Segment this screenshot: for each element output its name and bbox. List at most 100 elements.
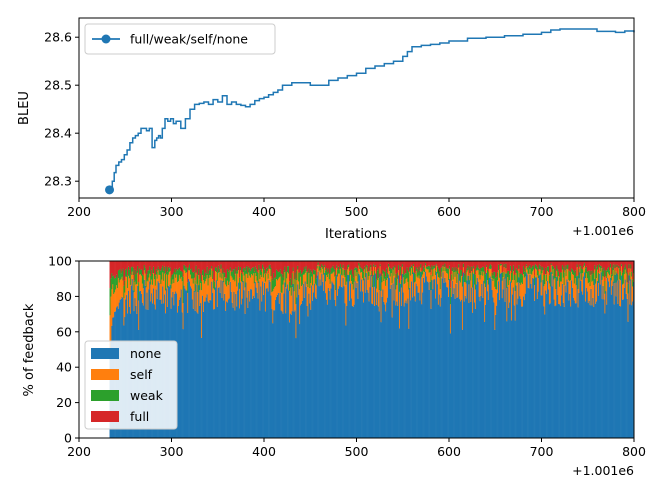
bar-segment-full [492,261,494,276]
bar-segment-full [586,261,589,272]
bar-segment-self [274,287,276,311]
bar-segment-weak [168,268,170,273]
bar-segment-weak [613,269,615,284]
bar-segment-full [610,261,613,275]
bottom-legend-box [84,340,178,430]
bar-segment-full [307,261,309,273]
bar-segment-full [341,261,343,269]
bar-segment-none [445,282,447,438]
bar-segment-self [528,274,530,289]
bar-segment-none [197,313,199,438]
bar-segment-self [136,284,138,314]
bar-segment-self [476,269,478,278]
bar-segment-none [269,281,271,438]
bar-segment-full [249,261,251,269]
bar-segment-self [109,315,111,359]
bar-segment-none [289,313,292,438]
bar-segment-self [201,290,203,338]
bar-segment-full [335,261,337,277]
bar-segment-weak [424,268,426,273]
bar-segment-weak [410,267,412,276]
bar-segment-full [193,261,195,272]
bottom-x-tick-label: 700 [530,444,554,459]
bar-segment-weak [361,268,363,272]
bar-segment-weak [244,270,246,288]
bar-segment-weak [272,280,274,292]
bar-segment-self [409,271,411,288]
bar-segment-weak [257,272,259,284]
bar-segment-full [185,261,187,269]
bar-segment-none [463,301,466,438]
bar-segment-weak [550,263,552,265]
bar-segment-none [277,293,280,438]
bar-segment-full [541,261,543,267]
bottom-y-tick-label: 40 [56,360,72,375]
bar-segment-self [398,270,400,276]
bar-segment-full [529,261,531,265]
bar-segment-weak [245,267,247,274]
bar-segment-none [205,297,207,438]
bar-segment-weak [366,265,368,272]
bar-segment-self [454,276,456,299]
bar-segment-self [156,278,158,299]
bar-segment-self [611,276,614,286]
bar-segment-weak [276,270,279,281]
bar-segment-weak [476,265,478,270]
bar-segment-full [405,261,407,274]
bar-segment-full [622,261,625,270]
bar-segment-weak [522,275,524,285]
bar-segment-full [600,261,602,267]
bar-segment-full [325,261,327,271]
bar-segment-none [560,306,562,438]
bar-segment-self [537,278,540,292]
bar-segment-full [551,261,553,266]
bar-segment-full [502,261,504,272]
bottom-x-tick-label: 300 [160,444,184,459]
bar-segment-full [202,261,204,271]
bar-segment-none [387,297,389,438]
bar-segment-none [254,281,256,438]
top-y-tick-label: 28.6 [44,30,72,45]
bar-segment-weak [356,268,358,273]
bar-segment-none [519,296,521,438]
bar-segment-weak [436,266,439,274]
bar-segment-full [275,261,277,278]
bar-segment-full [454,261,456,271]
bar-segment-none [247,307,249,438]
bar-segment-full [247,261,249,273]
bar-segment-self [319,270,321,280]
bar-segment-none [548,304,551,438]
bar-segment-weak [200,273,202,283]
bar-segment-self [506,287,508,322]
bar-segment-full [452,261,454,271]
bar-segment-self [295,304,297,339]
bar-segment-weak [376,270,379,281]
bar-segment-self [264,281,267,312]
bar-segment-self [387,266,390,275]
bar-segment-full [119,261,121,270]
bar-segment-self [184,270,186,289]
bar-segment-full [350,261,352,271]
bar-segment-weak [367,271,369,280]
bar-segment-weak [623,267,626,275]
bar-segment-none [622,299,625,438]
bar-segment-none [424,282,426,438]
bar-segment-weak [149,266,151,274]
bar-segment-weak [520,274,522,285]
bar-segment-weak [515,268,517,273]
bar-segment-weak [400,279,403,288]
bar-segment-weak [558,271,560,277]
bar-segment-weak [605,270,607,277]
bar-segment-weak [530,268,532,274]
bar-segment-none [187,312,189,438]
bar-segment-full [153,261,156,274]
bar-segment-self [311,276,313,286]
bar-segment-weak [123,285,125,298]
bar-segment-full [259,261,261,270]
bar-segment-none [621,299,624,438]
bar-segment-weak [503,264,505,268]
bar-segment-full [416,261,418,269]
bar-segment-full [187,261,189,283]
bar-segment-full [629,261,631,273]
bar-segment-none [301,303,303,438]
